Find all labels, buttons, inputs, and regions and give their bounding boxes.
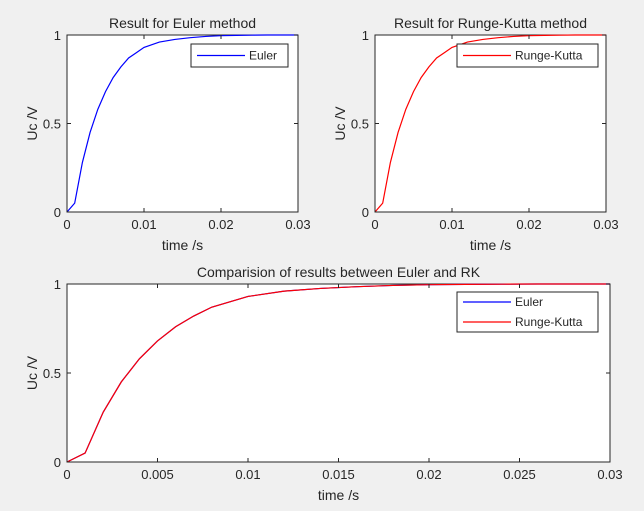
legend: Runge-Kutta [456, 43, 599, 68]
x-tick-label: 0.03 [597, 467, 622, 482]
plot-panel-comparison: 0 0.005 0.01 0.015 0.02 0.025 0.03 0 0.5 1 Compari… [24, 264, 623, 503]
legend-label: Euler [515, 295, 543, 309]
y-tick-label: 1 [54, 28, 61, 43]
legend-label: Runge-Kutta [515, 315, 583, 329]
y-tick-label: 0.5 [43, 366, 61, 381]
x-tick-label: 0 [63, 217, 70, 232]
y-tick-label: 1 [54, 277, 61, 292]
x-tick-label: 0 [371, 217, 378, 232]
legend: Euler Runge-Kutta [456, 291, 599, 333]
x-axis-label: time /s [162, 237, 203, 253]
series-line-runge-kutta [374, 34, 606, 213]
series-line-runge-kutta [66, 283, 610, 463]
x-tick-label: 0.02 [208, 217, 233, 232]
x-tick-label: 0 [63, 467, 70, 482]
x-tick-label: 0.02 [416, 467, 441, 482]
chart-title: Result for Runge-Kutta method [394, 15, 587, 31]
x-tick-label: 0.025 [503, 467, 536, 482]
y-axis-label: Uc /V [332, 106, 348, 141]
y-tick-label: 0.5 [351, 117, 369, 132]
legend-box [456, 291, 599, 333]
y-tick-label: 0 [362, 205, 369, 220]
x-tick-label: 0.01 [131, 217, 156, 232]
x-tick-label: 0.02 [516, 217, 541, 232]
x-axis-label: time /s [470, 237, 511, 253]
y-tick-label: 0.5 [43, 117, 61, 132]
x-tick-label: 0.01 [235, 467, 260, 482]
chart-title: Result for Euler method [109, 15, 256, 31]
x-tick-label: 0.03 [593, 217, 618, 232]
chart-title: Comparision of results between Euler and… [197, 264, 481, 280]
legend-label: Runge-Kutta [515, 49, 583, 63]
legend: Euler [190, 43, 289, 68]
series-line-euler [66, 34, 298, 213]
y-tick-label: 1 [362, 28, 369, 43]
x-tick-label: 0.015 [322, 467, 355, 482]
y-tick-label: 0 [54, 205, 61, 220]
y-axis-label: Uc /V [24, 355, 40, 390]
plot-panel-euler: 0 0.01 0.02 0.03 0 0.5 1 Result for Euler metho… [24, 15, 311, 253]
plot-panel-runge-kutta: 0 0.01 0.02 0.03 0 0.5 1 Result for Runge-Kutta… [332, 15, 619, 253]
legend-label: Euler [249, 49, 277, 63]
legend-box [456, 43, 599, 68]
x-tick-label: 0.03 [285, 217, 310, 232]
y-axis-label: Uc /V [24, 106, 40, 141]
x-tick-label: 0.005 [141, 467, 174, 482]
y-tick-label: 0 [54, 455, 61, 470]
x-axis-label: time /s [318, 487, 359, 503]
x-tick-label: 0.01 [439, 217, 464, 232]
